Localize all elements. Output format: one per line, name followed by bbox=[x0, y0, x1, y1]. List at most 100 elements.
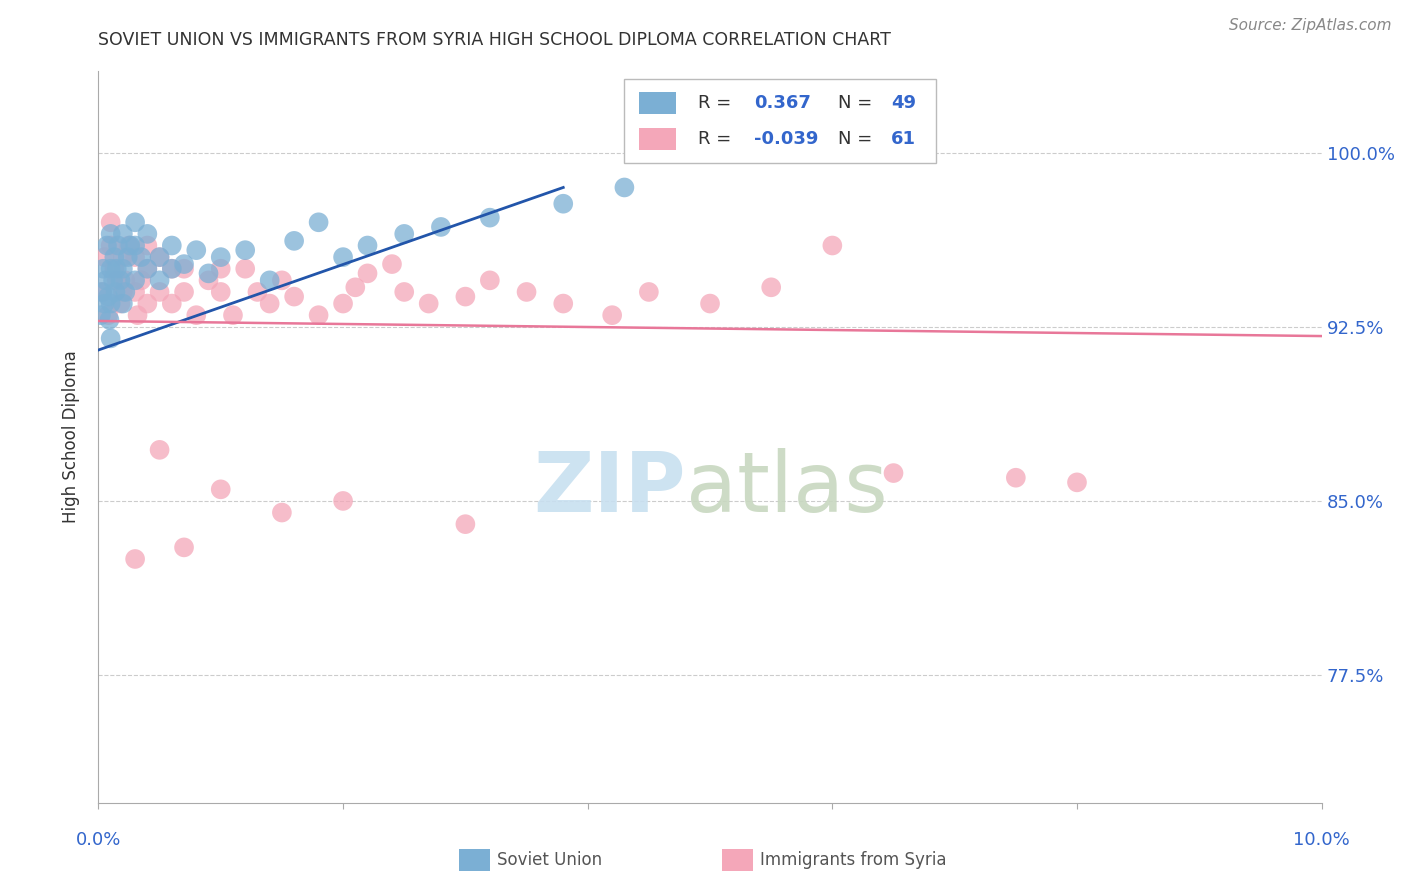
Point bbox=[418, 296, 440, 310]
Point bbox=[430, 219, 453, 234]
Point bbox=[91, 285, 114, 299]
Point bbox=[209, 261, 232, 276]
Point bbox=[117, 250, 139, 264]
Point bbox=[209, 285, 232, 299]
Point bbox=[308, 308, 330, 322]
Point bbox=[197, 266, 219, 280]
Point bbox=[259, 273, 281, 287]
Text: N =: N = bbox=[838, 94, 879, 112]
Point bbox=[91, 285, 114, 299]
Point bbox=[114, 285, 136, 299]
Point bbox=[124, 285, 146, 299]
Point bbox=[283, 234, 305, 248]
Point bbox=[93, 250, 115, 264]
Point bbox=[1066, 475, 1088, 490]
Point bbox=[699, 296, 721, 310]
Point bbox=[129, 250, 152, 264]
Text: -0.039: -0.039 bbox=[754, 130, 818, 148]
Point bbox=[100, 238, 122, 252]
Point bbox=[478, 273, 501, 287]
Point bbox=[516, 285, 538, 299]
Point bbox=[209, 250, 232, 264]
Text: ZIP: ZIP bbox=[533, 448, 686, 529]
Point bbox=[149, 250, 172, 264]
Point bbox=[454, 517, 477, 532]
Point bbox=[94, 273, 117, 287]
Point bbox=[356, 238, 378, 252]
Point bbox=[356, 266, 378, 280]
Point bbox=[233, 243, 256, 257]
Point bbox=[136, 238, 159, 252]
Point bbox=[97, 308, 120, 322]
Point bbox=[111, 227, 134, 241]
Point bbox=[111, 285, 134, 299]
Point bbox=[381, 257, 404, 271]
Point bbox=[344, 280, 367, 294]
Point bbox=[111, 296, 134, 310]
Point bbox=[173, 261, 195, 276]
Point bbox=[101, 273, 124, 287]
Text: 49: 49 bbox=[891, 94, 917, 112]
Text: 61: 61 bbox=[891, 130, 917, 148]
Point bbox=[91, 261, 114, 276]
Point bbox=[97, 290, 120, 304]
Point bbox=[454, 290, 477, 304]
Point bbox=[173, 285, 195, 299]
Point bbox=[136, 261, 159, 276]
Point bbox=[105, 261, 128, 276]
Text: Immigrants from Syria: Immigrants from Syria bbox=[761, 851, 946, 869]
Point bbox=[392, 227, 416, 241]
Point bbox=[103, 250, 125, 264]
Point bbox=[100, 215, 122, 229]
Text: SOVIET UNION VS IMMIGRANTS FROM SYRIA HIGH SCHOOL DIPLOMA CORRELATION CHART: SOVIET UNION VS IMMIGRANTS FROM SYRIA HI… bbox=[98, 31, 891, 49]
Text: R =: R = bbox=[697, 130, 737, 148]
FancyBboxPatch shape bbox=[624, 78, 936, 162]
Bar bbox=[640, 128, 676, 151]
Point bbox=[100, 227, 122, 241]
Point bbox=[136, 227, 159, 241]
Point bbox=[127, 308, 149, 322]
Point bbox=[107, 238, 129, 252]
Text: 0.0%: 0.0% bbox=[76, 830, 121, 848]
Point bbox=[129, 273, 152, 287]
Point bbox=[553, 196, 575, 211]
Point bbox=[160, 261, 183, 276]
Point bbox=[149, 285, 172, 299]
Point bbox=[93, 296, 115, 310]
Point bbox=[478, 211, 501, 225]
Point bbox=[124, 250, 146, 264]
Point bbox=[100, 296, 122, 310]
Point bbox=[111, 261, 134, 276]
Point bbox=[332, 250, 354, 264]
Point bbox=[553, 296, 575, 310]
Point bbox=[118, 238, 141, 252]
Text: 0.367: 0.367 bbox=[754, 94, 811, 112]
Text: N =: N = bbox=[838, 130, 879, 148]
Point bbox=[124, 215, 146, 229]
Point bbox=[821, 238, 844, 252]
Point bbox=[110, 296, 132, 310]
Point bbox=[160, 261, 183, 276]
Point bbox=[173, 257, 195, 271]
Point bbox=[124, 238, 146, 252]
Point bbox=[104, 285, 127, 299]
Point bbox=[270, 506, 292, 520]
Y-axis label: High School Diploma: High School Diploma bbox=[62, 351, 80, 524]
Point bbox=[222, 308, 245, 322]
Point bbox=[90, 308, 112, 322]
Text: Soviet Union: Soviet Union bbox=[498, 851, 602, 869]
Point bbox=[160, 238, 183, 252]
Point bbox=[103, 261, 125, 276]
Text: R =: R = bbox=[697, 94, 737, 112]
Point bbox=[136, 261, 159, 276]
Point bbox=[173, 541, 195, 555]
Point bbox=[100, 261, 122, 276]
Bar bbox=[460, 849, 489, 871]
Point bbox=[186, 308, 208, 322]
Text: Source: ZipAtlas.com: Source: ZipAtlas.com bbox=[1229, 18, 1392, 33]
Point bbox=[186, 243, 208, 257]
Point bbox=[124, 552, 146, 566]
Point bbox=[149, 273, 172, 287]
Bar bbox=[723, 849, 752, 871]
Point bbox=[110, 273, 132, 287]
